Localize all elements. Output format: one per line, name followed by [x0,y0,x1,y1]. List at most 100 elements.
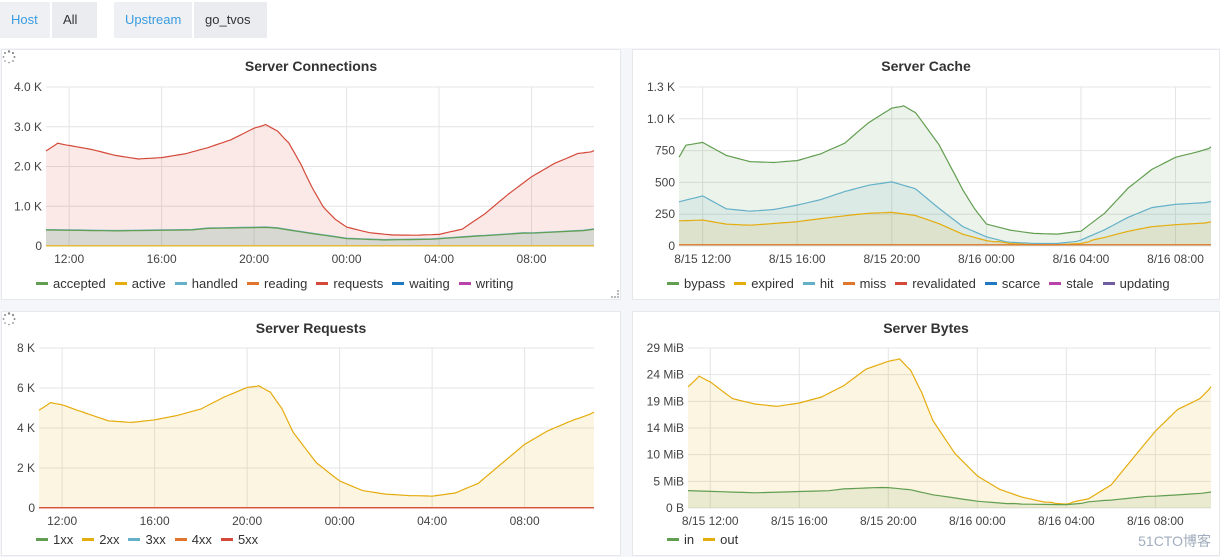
upstream-variable-dropdown[interactable]: go_tvos [194,2,267,38]
legend-swatch [734,282,746,285]
legend-item-1xx[interactable]: 1xx [36,532,73,547]
legend-label: updating [1120,276,1170,291]
y-tick-label: 250 [655,207,675,221]
legend-swatch [82,538,94,541]
legend-item-scarce[interactable]: scarce [985,276,1040,291]
x-tick-label: 16:00 [140,514,170,528]
legend-item-3xx[interactable]: 3xx [128,532,165,547]
x-tick-label: 20:00 [239,252,269,266]
legend-item-updating[interactable]: updating [1103,276,1170,291]
legend-label: accepted [53,276,106,291]
y-tick-label: 0 B [666,501,684,515]
legend-swatch [667,538,679,541]
legend-label: 3xx [145,532,165,547]
legend-swatch [667,282,679,285]
legend-item-writing[interactable]: writing [459,276,514,291]
legend-label: in [684,532,694,547]
x-tick-label: 8/16 04:00 [1038,514,1095,528]
legend-label: hit [820,276,834,291]
y-tick-label: 4.0 K [14,80,42,94]
y-tick-label: 3.0 K [14,120,42,134]
legend-swatch [392,282,404,285]
legend-swatch [703,538,715,541]
y-tick-label: 500 [655,175,675,189]
resize-handle-icon[interactable] [611,290,619,298]
legend-label: waiting [409,276,449,291]
host-variable-value: All [63,12,77,27]
legend-item-2xx[interactable]: 2xx [82,532,119,547]
host-variable-dropdown[interactable]: All [52,2,97,38]
y-tick-label: 1.0 K [647,112,675,126]
x-tick-label: 8/15 20:00 [863,252,920,266]
legend-item-hit[interactable]: hit [803,276,834,291]
x-tick-label: 00:00 [332,252,362,266]
x-tick-label: 00:00 [325,514,355,528]
legend-label: out [720,532,738,547]
y-tick-label: 1.3 K [647,80,675,94]
watermark-logo: 51CTO博客 [1138,531,1211,551]
legend-item-requests[interactable]: requests [316,276,383,291]
x-tick-label: 8/16 00:00 [958,252,1015,266]
legend-swatch [895,282,907,285]
x-tick-label: 20:00 [232,514,262,528]
chart-legend: accepted active handled reading requests wait… [36,276,522,291]
legend-swatch [247,282,259,285]
y-tick-label: 1.0 K [14,199,42,213]
x-tick-label: 12:00 [54,252,84,266]
legend-item-5xx[interactable]: 5xx [221,532,258,547]
legend-swatch [115,282,127,285]
x-tick-label: 04:00 [417,514,447,528]
legend-item-accepted[interactable]: accepted [36,276,106,291]
legend-item-reading[interactable]: reading [247,276,307,291]
legend-item-in[interactable]: in [667,532,694,547]
legend-label: 5xx [238,532,258,547]
x-tick-label: 8/15 12:00 [682,514,739,528]
legend-label: handled [192,276,238,291]
legend-item-miss[interactable]: miss [843,276,887,291]
legend-item-stale[interactable]: stale [1049,276,1093,291]
legend-label: stale [1066,276,1093,291]
legend-item-bypass[interactable]: bypass [667,276,725,291]
chart-legend: 1xx 2xx 3xx 4xx 5xx [36,532,267,547]
legend-swatch [221,538,233,541]
legend-label: reading [264,276,307,291]
y-tick-label: 10 MiB [647,448,684,462]
legend-item-handled[interactable]: handled [175,276,238,291]
legend-swatch [128,538,140,541]
y-tick-label: 19 MiB [647,394,684,408]
legend-label: active [132,276,166,291]
legend-label: requests [333,276,383,291]
x-tick-label: 8/15 16:00 [771,514,828,528]
legend-label: revalidated [912,276,976,291]
legend-swatch [459,282,471,285]
y-tick-label: 2 K [17,461,35,475]
upstream-variable-label: Upstream [114,2,192,38]
y-tick-label: 4 K [17,421,35,435]
legend-item-revalidated[interactable]: revalidated [895,276,976,291]
legend-item-4xx[interactable]: 4xx [175,532,212,547]
legend-item-out[interactable]: out [703,532,738,547]
y-tick-label: 5 MiB [653,474,684,488]
x-tick-label: 8/16 00:00 [949,514,1006,528]
y-tick-label: 0 [668,239,675,253]
legend-swatch [36,538,48,541]
x-tick-label: 8/16 04:00 [1053,252,1110,266]
legend-swatch [36,282,48,285]
dashboard-toolbar: Host All Upstream go_tvos [0,0,1220,48]
legend-item-waiting[interactable]: waiting [392,276,449,291]
legend-swatch [803,282,815,285]
upstream-variable-value: go_tvos [205,12,251,27]
series-area-out [688,359,1211,508]
legend-item-active[interactable]: active [115,276,166,291]
host-variable-label: Host [0,2,50,38]
legend-item-expired[interactable]: expired [734,276,794,291]
y-tick-label: 750 [655,144,675,158]
